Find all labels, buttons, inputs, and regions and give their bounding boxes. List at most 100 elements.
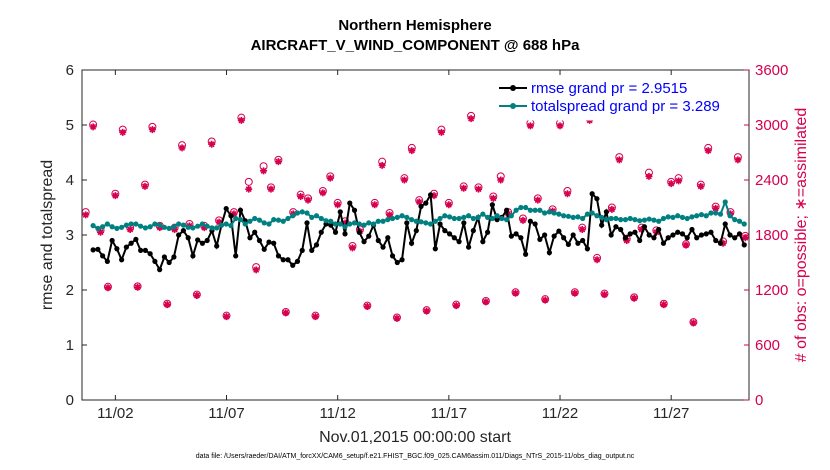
- totalspread-point: [95, 225, 101, 231]
- totalspread-point: [518, 204, 524, 211]
- y-right-tick-label: 1200: [755, 282, 788, 299]
- rmse-point: [670, 232, 676, 238]
- obs-assimilated-point: [326, 174, 334, 182]
- totalspread-point: [413, 218, 419, 224]
- obs-assimilated-point: [319, 189, 327, 197]
- obs-assimilated-point: [97, 228, 105, 236]
- totalspread-point: [599, 214, 605, 220]
- totalspread-point: [641, 217, 648, 223]
- totalspread-point: [622, 217, 629, 223]
- obs-assimilated-point: [571, 289, 579, 297]
- totalspread-point: [703, 213, 709, 219]
- totalspread-point: [684, 215, 690, 222]
- obs-assimilated-point: [660, 301, 668, 309]
- totalspread-point: [152, 221, 158, 227]
- totalspread-point: [584, 211, 591, 217]
- rmse-point: [432, 246, 438, 252]
- rmse-point: [408, 240, 415, 246]
- rmse-point: [256, 237, 263, 244]
- obs-assimilated-point: [134, 283, 142, 291]
- obs-assimilated-point: [223, 313, 231, 321]
- totalspread-point: [551, 210, 557, 216]
- rmse-point: [351, 207, 358, 213]
- totalspread-point: [675, 213, 681, 219]
- totalspread-point: [446, 214, 453, 220]
- obs-assimilated-point: [452, 302, 460, 310]
- rmse-point: [299, 247, 305, 253]
- totalspread-point: [736, 218, 743, 224]
- rmse-point: [442, 228, 448, 234]
- rmse-point: [556, 228, 562, 234]
- obs-assimilated-point: [408, 147, 416, 155]
- rmse-point: [641, 224, 648, 230]
- rmse-point: [90, 247, 96, 253]
- rmse-point: [337, 209, 343, 215]
- rmse-point: [465, 244, 472, 250]
- obs-assimilated-point: [371, 201, 379, 209]
- obs-assimilated-point: [445, 201, 453, 209]
- obs-assimilated-point: [334, 201, 342, 209]
- totalspread-point: [337, 221, 343, 227]
- obs-assimilated-point: [282, 309, 290, 317]
- rmse-point: [484, 229, 491, 235]
- rmse-point: [361, 239, 367, 245]
- totalspread-point: [627, 215, 633, 222]
- obs-assimilated-point: [526, 122, 534, 130]
- legend-box: [494, 75, 746, 121]
- rmse-point: [437, 221, 443, 227]
- rmse-point: [309, 247, 315, 253]
- rmse-point: [741, 242, 747, 248]
- totalspread-point: [247, 218, 253, 224]
- rmse-point: [703, 231, 709, 237]
- totalspread-point: [679, 214, 686, 220]
- rmse-point: [161, 254, 168, 260]
- rmse-point: [204, 237, 210, 244]
- rmse-point: [565, 241, 571, 247]
- obs-assimilated-point: [215, 218, 223, 226]
- totalspread-point: [689, 214, 695, 220]
- rmse-point: [166, 259, 172, 266]
- y-right-tick-label: 600: [755, 337, 780, 354]
- totalspread-point: [423, 220, 429, 226]
- rmse-point: [266, 239, 272, 245]
- obs-assimilated-point: [230, 210, 238, 218]
- totalspread-point: [147, 224, 153, 230]
- totalspread-point: [532, 207, 538, 213]
- obs-assimilated-point: [171, 226, 179, 233]
- totalspread-point: [323, 218, 329, 224]
- obs-assimilated-point: [341, 219, 349, 227]
- obs-assimilated-point: [119, 128, 127, 136]
- totalspread-point: [475, 214, 481, 220]
- totalspread-point: [237, 217, 244, 223]
- rmse-point: [708, 229, 714, 235]
- obs-assimilated-point: [645, 172, 653, 180]
- totalspread-point: [465, 213, 472, 219]
- obs-assimilated-point: [497, 176, 505, 184]
- totalspread-point: [461, 214, 467, 220]
- totalspread-point: [637, 218, 643, 224]
- totalspread-point: [176, 221, 182, 227]
- rmse-point: [375, 237, 381, 244]
- obs-assimilated-point: [386, 211, 394, 219]
- rmse-point: [599, 222, 605, 228]
- totalspread-point: [361, 222, 367, 228]
- totalspread-point: [484, 214, 491, 220]
- rmse-point: [275, 253, 282, 259]
- totalspread-point: [104, 221, 110, 227]
- totalspread-point: [603, 217, 610, 223]
- obs-assimilated-point: [141, 182, 149, 190]
- totalspread-point: [180, 222, 187, 228]
- totalspread-point: [195, 223, 201, 229]
- rmse-point: [385, 235, 391, 241]
- rmse-point: [656, 226, 662, 233]
- obs-assimilated-point: [393, 314, 401, 322]
- rmse-point: [451, 235, 457, 241]
- x-tick-label: 11/22: [542, 405, 578, 422]
- totalspread-point: [470, 215, 476, 222]
- totalspread-point: [618, 217, 624, 223]
- x-axis-ticks: 11/02 11/07 11/12 11/17 11/22 11/27: [97, 70, 689, 422]
- rmse-point: [152, 258, 158, 264]
- totalspread-point: [294, 210, 301, 216]
- totalspread-point: [660, 215, 667, 222]
- obs-assimilated-point: [608, 205, 616, 213]
